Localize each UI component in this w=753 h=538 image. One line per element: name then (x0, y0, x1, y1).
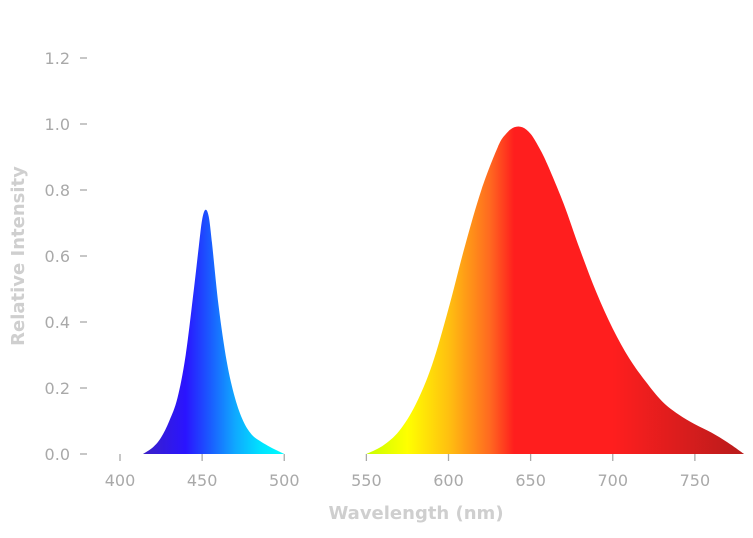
y-tick-label: 0.8 (45, 181, 70, 200)
x-tick-label: 600 (433, 471, 464, 490)
x-axis-title: Wavelength (nm) (328, 503, 503, 524)
y-tick-label: 1.2 (45, 49, 70, 68)
x-tick-label: 650 (515, 471, 546, 490)
x-tick-label: 450 (187, 471, 218, 490)
x-axis: 400 450 500 550 600 650 700 750 (105, 454, 710, 490)
y-tick-label: 0.0 (45, 445, 70, 464)
y-tick-label: 1.0 (45, 115, 70, 134)
blue-emission-peak (142, 209, 285, 454)
y-tick-label: 0.6 (45, 247, 70, 266)
x-tick-label: 700 (597, 471, 628, 490)
series-layer (142, 126, 745, 454)
y-axis-title: Relative Intensity (8, 166, 29, 346)
x-tick-label: 500 (269, 471, 300, 490)
red-emission-peak (366, 126, 745, 454)
y-axis: 0.0 0.2 0.4 0.6 0.8 1.0 1.2 (45, 49, 87, 464)
x-tick-label: 400 (105, 471, 136, 490)
x-tick-label: 750 (680, 471, 711, 490)
y-tick-label: 0.2 (45, 379, 70, 398)
y-tick-label: 0.4 (45, 313, 70, 332)
x-tick-label: 550 (351, 471, 382, 490)
